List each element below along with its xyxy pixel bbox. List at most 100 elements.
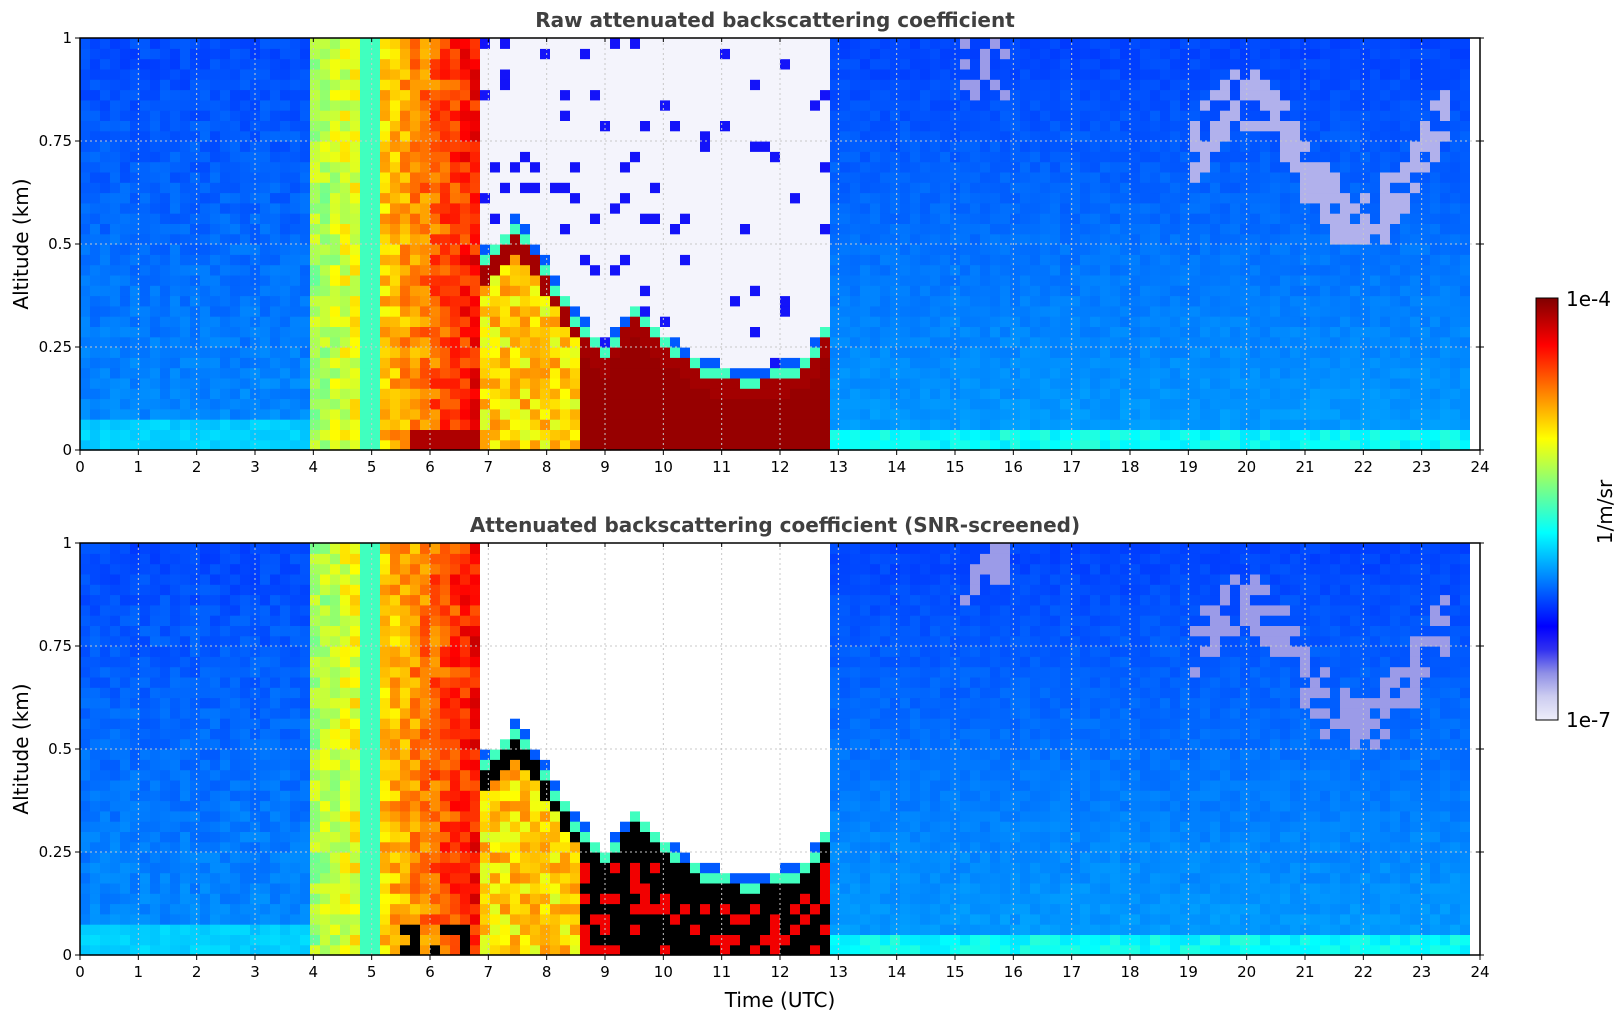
heatmap-cell bbox=[790, 357, 801, 369]
heatmap-cell bbox=[550, 264, 561, 276]
heatmap-cell bbox=[960, 398, 971, 410]
heatmap-cell bbox=[1010, 254, 1021, 266]
heatmap-cell bbox=[1280, 130, 1291, 142]
heatmap-cell bbox=[1220, 429, 1231, 441]
heatmap-cell bbox=[1220, 274, 1231, 286]
heatmap-cell bbox=[1040, 182, 1051, 194]
heatmap-cell bbox=[1240, 68, 1251, 80]
heatmap-cell bbox=[650, 38, 661, 49]
heatmap-cell bbox=[770, 429, 781, 441]
heatmap-cell bbox=[600, 347, 611, 358]
heatmap-cell bbox=[1230, 120, 1241, 132]
heatmap-cell bbox=[1110, 357, 1121, 369]
heatmap-cell bbox=[980, 326, 991, 338]
heatmap-cell bbox=[590, 79, 601, 91]
heatmap-cell bbox=[400, 223, 411, 235]
heatmap-cell bbox=[920, 377, 931, 389]
heatmap-cell bbox=[120, 316, 131, 327]
heatmap-cell bbox=[130, 171, 141, 183]
heatmap-cell bbox=[410, 120, 421, 132]
heatmap-cell bbox=[620, 398, 631, 410]
heatmap-cell bbox=[170, 182, 181, 194]
heatmap-cell bbox=[920, 171, 931, 183]
heatmap-cell bbox=[430, 141, 441, 152]
heatmap-cell bbox=[80, 99, 91, 111]
heatmap-cell bbox=[1040, 79, 1051, 91]
heatmap-cell bbox=[1250, 295, 1261, 307]
heatmap-cell bbox=[430, 182, 441, 194]
heatmap-cell bbox=[870, 347, 881, 358]
heatmap-cell bbox=[650, 223, 661, 235]
heatmap-cell bbox=[230, 48, 241, 60]
heatmap-cell bbox=[1160, 305, 1171, 317]
heatmap-cell bbox=[1000, 130, 1011, 142]
heatmap-cell bbox=[680, 429, 691, 441]
heatmap-cell bbox=[1020, 223, 1031, 235]
heatmap-cell bbox=[680, 141, 691, 152]
heatmap-cell bbox=[130, 213, 141, 224]
heatmap-cell bbox=[590, 110, 601, 121]
heatmap-cell bbox=[510, 120, 521, 132]
heatmap-cell bbox=[890, 429, 901, 441]
heatmap-cell bbox=[920, 274, 931, 286]
heatmap-cell bbox=[1280, 357, 1291, 369]
heatmap-cell bbox=[1000, 141, 1011, 152]
heatmap-cell bbox=[340, 130, 351, 142]
heatmap-cell bbox=[220, 336, 231, 348]
heatmap-cell bbox=[190, 285, 201, 297]
heatmap-cell bbox=[80, 233, 91, 245]
heatmap-cell bbox=[1180, 89, 1191, 101]
heatmap-cell bbox=[1130, 151, 1141, 163]
heatmap-cell bbox=[830, 79, 841, 91]
heatmap-cell bbox=[800, 429, 811, 441]
heatmap-cell bbox=[460, 38, 471, 49]
heatmap-cell bbox=[570, 213, 581, 224]
heatmap-cell bbox=[430, 130, 441, 142]
heatmap-cell bbox=[1170, 274, 1181, 286]
heatmap-cell bbox=[500, 439, 511, 451]
heatmap-cell bbox=[770, 192, 781, 204]
heatmap-cell bbox=[360, 110, 371, 121]
heatmap-cell bbox=[910, 233, 921, 245]
heatmap-cell bbox=[1230, 336, 1241, 348]
heatmap-cell bbox=[1320, 419, 1331, 430]
heatmap-cell bbox=[300, 367, 311, 379]
heatmap-cell bbox=[770, 316, 781, 327]
heatmap-cell bbox=[460, 120, 471, 132]
heatmap-cell bbox=[910, 192, 921, 204]
heatmap-cell bbox=[460, 223, 471, 235]
heatmap-cell bbox=[1200, 336, 1211, 348]
heatmap-cell bbox=[1320, 439, 1331, 451]
heatmap-cell bbox=[1250, 38, 1261, 49]
heatmap-cell bbox=[740, 68, 751, 80]
heatmap-cell bbox=[1300, 182, 1311, 194]
heatmap-cell bbox=[440, 202, 451, 214]
heatmap-cell bbox=[610, 264, 621, 276]
heatmap-cell bbox=[1220, 254, 1231, 266]
heatmap-cell bbox=[1220, 336, 1231, 348]
heatmap-cell bbox=[170, 295, 181, 307]
heatmap-cell bbox=[460, 367, 471, 379]
heatmap-cell bbox=[1210, 151, 1221, 163]
heatmap-cell bbox=[530, 336, 541, 348]
heatmap-cell bbox=[630, 439, 641, 451]
heatmap-cell bbox=[760, 244, 771, 255]
heatmap-cell bbox=[1100, 305, 1111, 317]
heatmap-cell bbox=[920, 192, 931, 204]
heatmap-cell bbox=[720, 244, 731, 255]
heatmap-cell bbox=[480, 223, 491, 235]
heatmap-cell bbox=[770, 388, 781, 400]
heatmap-cell bbox=[490, 357, 501, 369]
heatmap-cell bbox=[190, 347, 201, 358]
heatmap-cell bbox=[150, 89, 161, 101]
heatmap-cell bbox=[100, 202, 111, 214]
heatmap-cell bbox=[220, 141, 231, 152]
heatmap-cell bbox=[1030, 388, 1041, 400]
heatmap-cell bbox=[1320, 336, 1331, 348]
heatmap-cell bbox=[1050, 419, 1061, 430]
heatmap-cell bbox=[470, 99, 481, 111]
heatmap-cell bbox=[160, 367, 171, 379]
heatmap-cell bbox=[180, 68, 191, 80]
heatmap-cell bbox=[340, 233, 351, 245]
heatmap-cell bbox=[430, 347, 441, 358]
